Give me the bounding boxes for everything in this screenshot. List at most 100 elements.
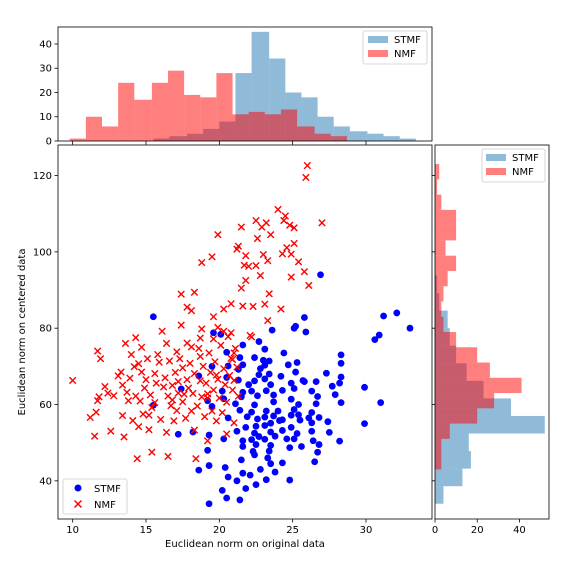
right-histogram-xticks: 0 20 40 <box>432 519 526 536</box>
point-stmf-67 <box>270 412 277 420</box>
point-nmf-77 <box>190 426 199 434</box>
point-nmf-50 <box>162 339 171 348</box>
point-stmf-38 <box>248 436 256 444</box>
point-stmf-103 <box>328 382 336 390</box>
point-stmf-131 <box>284 361 292 369</box>
point-nmf-123 <box>253 234 262 243</box>
main-yticks: 40 60 80 100 120 <box>33 171 58 487</box>
point-nmf-92 <box>209 386 218 394</box>
point-nmf-86 <box>202 379 210 387</box>
point-nmf-164 <box>220 327 228 335</box>
point-stmf-155 <box>393 309 401 317</box>
point-stmf-142 <box>255 338 263 345</box>
point-nmf-13 <box>117 368 125 376</box>
top-legend-swatch-nmf <box>368 50 388 57</box>
point-stmf-2 <box>236 496 244 504</box>
point-nmf-28 <box>133 455 141 463</box>
main-ytick-label: 120 <box>33 171 52 182</box>
point-nmf-58 <box>170 417 178 425</box>
point-stmf-150 <box>406 324 414 332</box>
x-axis-label: Euclidean norm on original data <box>165 539 325 550</box>
point-stmf-46 <box>233 427 241 435</box>
point-nmf-20 <box>126 374 134 382</box>
top-legend-label-nmf: NMF <box>394 49 416 60</box>
point-stmf-72 <box>315 414 323 421</box>
right-hist-bar-nmf-16 <box>435 209 457 226</box>
point-stmf-147 <box>268 326 276 334</box>
point-stmf-134 <box>259 356 267 364</box>
point-stmf-11 <box>271 468 279 476</box>
main-xtick-label: 30 <box>360 525 373 536</box>
point-nmf-1 <box>86 413 94 422</box>
point-nmf-27 <box>137 343 146 351</box>
point-nmf-21 <box>127 350 136 359</box>
top-legend: STMF NMF <box>362 30 428 65</box>
point-stmf-152 <box>149 313 157 321</box>
point-nmf-106 <box>228 386 237 394</box>
point-nmf-143 <box>265 290 273 298</box>
point-stmf-141 <box>239 341 247 349</box>
point-stmf-61 <box>324 418 332 426</box>
point-stmf-27 <box>286 444 294 452</box>
point-nmf-14 <box>118 381 127 389</box>
right-hist-bar-nmf-13 <box>435 255 457 271</box>
point-nmf-154 <box>208 253 216 261</box>
top-hist-bar-stmf-15 <box>399 138 416 141</box>
point-nmf-113 <box>227 300 235 308</box>
point-stmf-116 <box>337 373 345 381</box>
top-hist-bar-nmf-7 <box>184 94 201 141</box>
point-stmf-149 <box>302 328 310 336</box>
point-stmf-15 <box>221 464 229 471</box>
point-stmf-31 <box>252 441 260 448</box>
point-nmf-125 <box>266 230 275 239</box>
point-nmf-149 <box>305 281 313 290</box>
point-stmf-75 <box>262 407 270 415</box>
point-stmf-71 <box>305 414 313 422</box>
point-nmf-151 <box>303 161 312 170</box>
right-legend-label-stmf: STMF <box>512 153 539 164</box>
point-stmf-14 <box>205 462 213 469</box>
point-stmf-53 <box>242 424 250 431</box>
point-stmf-84 <box>312 400 320 408</box>
point-nmf-140 <box>256 271 265 280</box>
point-nmf-120 <box>240 261 248 269</box>
right-hist-bar-nmf-18 <box>435 179 438 195</box>
top-ytick-label: 30 <box>39 64 52 75</box>
point-stmf-111 <box>336 379 343 387</box>
point-stmf-101 <box>290 385 298 392</box>
point-nmf-70 <box>183 376 191 384</box>
point-stmf-64 <box>243 413 251 421</box>
point-nmf-117 <box>261 300 269 308</box>
right-hist-bar-stmf-1 <box>435 468 463 487</box>
point-stmf-102 <box>308 387 316 395</box>
point-nmf-152 <box>318 219 326 227</box>
top-ytick-label: 10 <box>39 112 52 123</box>
right-hist-bar-nmf-2 <box>435 423 450 439</box>
point-stmf-0 <box>205 500 213 508</box>
point-nmf-91 <box>208 407 216 415</box>
point-stmf-99 <box>262 387 270 395</box>
point-stmf-24 <box>314 448 321 456</box>
point-nmf-94 <box>212 417 221 425</box>
point-stmf-113 <box>251 377 258 385</box>
point-nmf-121 <box>244 262 253 271</box>
point-nmf-116 <box>249 302 257 311</box>
main-legend-label-nmf: NMF <box>94 500 116 511</box>
point-nmf-80 <box>195 344 203 353</box>
point-stmf-56 <box>267 419 275 427</box>
point-stmf-8 <box>239 469 247 477</box>
point-stmf-95 <box>331 391 339 398</box>
point-nmf-171 <box>212 371 221 379</box>
point-nmf-89 <box>205 349 213 357</box>
point-stmf-117 <box>195 372 203 380</box>
point-stmf-51 <box>308 427 316 435</box>
right-hist-bar-nmf-9 <box>435 316 444 332</box>
point-nmf-46 <box>156 415 165 424</box>
point-nmf-138 <box>242 251 250 260</box>
top-hist-bar-nmf-2 <box>102 126 119 141</box>
point-nmf-8 <box>101 382 109 391</box>
point-stmf-22 <box>311 458 319 466</box>
point-nmf-111 <box>234 392 243 400</box>
point-nmf-5 <box>95 393 103 401</box>
point-stmf-76 <box>274 407 282 415</box>
